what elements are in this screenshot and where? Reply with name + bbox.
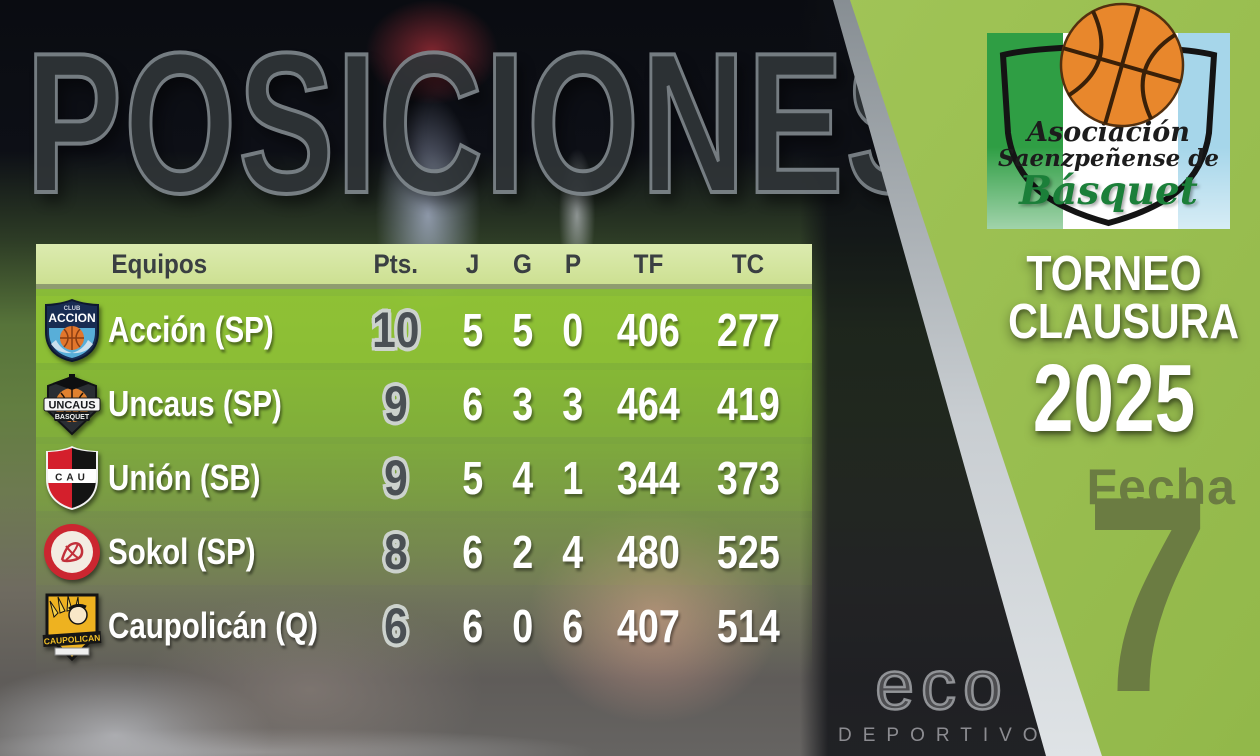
team-logo-sokol xyxy=(36,522,108,582)
header-tc: TC xyxy=(731,248,765,279)
team-played: 5 xyxy=(462,451,484,504)
team-logo-uncaus: UNCAUS BASQUET xyxy=(36,371,108,437)
team-won: 5 xyxy=(512,303,534,356)
team-won: 0 xyxy=(512,599,534,652)
team-name: Unión (SB) xyxy=(108,456,261,498)
team-logo-accion: CLUB ACCION xyxy=(36,298,108,362)
team-points-against: 277 xyxy=(716,303,780,356)
team-points: 9 xyxy=(344,375,448,433)
table-row-union: CAU Unión (SB) 9 5 4 1 344 373 xyxy=(36,444,812,511)
team-name: Acción (SP) xyxy=(108,308,274,350)
team-played: 6 xyxy=(462,377,484,430)
svg-text:ACCION: ACCION xyxy=(48,311,95,325)
team-points-against: 419 xyxy=(716,377,780,430)
svg-text:CAU: CAU xyxy=(55,472,89,483)
table-body: CLUB ACCION Acción (SP) 10 5 5 0 406 277 xyxy=(36,289,812,676)
team-name: Caupolicán (Q) xyxy=(108,604,318,646)
table-row-uncaus: UNCAUS BASQUET Uncaus (SP) 9 6 3 3 464 4… xyxy=(36,370,812,437)
watermark-deportivo-text: DEPORTIVO xyxy=(838,725,1049,746)
team-points-for: 464 xyxy=(616,377,680,430)
team-name: Uncaus (SP) xyxy=(108,382,282,424)
team-points: 6 xyxy=(344,597,448,655)
table-row-sokol: Sokol (SP) 8 6 2 4 480 525 xyxy=(36,518,812,585)
header-tf: TF xyxy=(633,248,663,279)
team-points-against: 373 xyxy=(716,451,780,504)
crest-text: Asociación Saenzpeñense de Básquet xyxy=(987,118,1230,215)
standings-table: Equipos Pts. J G P TF TC CLUB xyxy=(36,244,812,676)
basketball-icon xyxy=(1059,2,1185,128)
team-won: 3 xyxy=(512,377,534,430)
svg-text:BASQUET: BASQUET xyxy=(55,414,90,421)
team-played: 5 xyxy=(462,303,484,356)
svg-text:UNCAUS: UNCAUS xyxy=(48,399,95,411)
association-crest: Asociación Saenzpeñense de Básquet xyxy=(987,33,1230,229)
header-g: G xyxy=(513,248,533,279)
tournament-year: 2025 xyxy=(1032,345,1196,453)
team-won: 4 xyxy=(512,451,534,504)
team-points-for: 480 xyxy=(616,525,680,578)
svg-text:CLUB: CLUB xyxy=(64,306,81,312)
crest-line2: Saenzpeñense de xyxy=(997,145,1220,173)
fecha-label: Fecha xyxy=(1086,459,1236,515)
watermark-logo: eco DEPORTIVO xyxy=(838,646,1049,747)
header-equipos: Equipos xyxy=(111,248,208,279)
team-lost: 4 xyxy=(562,525,584,578)
team-points: 8 xyxy=(344,523,448,581)
team-points: 9 xyxy=(344,449,448,507)
header-p: P xyxy=(564,248,582,279)
team-points: 10 xyxy=(344,301,448,359)
watermark-eco-text: eco xyxy=(874,646,1009,724)
header-j: J xyxy=(466,248,480,279)
team-lost: 6 xyxy=(562,599,584,652)
page-title: POSICIONES xyxy=(25,12,944,235)
team-points-against: 514 xyxy=(716,599,780,652)
crest-fade-overlay xyxy=(987,146,1230,229)
team-played: 6 xyxy=(462,599,484,652)
table-header-row: Equipos Pts. J G P TF TC xyxy=(36,244,812,289)
tournament-title: TORNEO CLAUSURA 2025 xyxy=(988,247,1240,453)
header-pts: Pts. xyxy=(373,248,419,279)
crest-line3: Básquet xyxy=(1019,168,1198,215)
team-name: Sokol (SP) xyxy=(108,530,256,572)
team-points-for: 407 xyxy=(616,599,680,652)
team-logo-caupolican: CAUPOLICAN xyxy=(36,591,108,661)
table-row-caupolican: CAUPOLICAN Caupolicán (Q) 6 6 0 6 407 51… xyxy=(36,591,812,661)
team-won: 2 xyxy=(512,525,534,578)
team-lost: 3 xyxy=(562,377,584,430)
svg-text:CAUPOLICAN: CAUPOLICAN xyxy=(43,632,100,646)
team-points-for: 344 xyxy=(616,451,680,504)
tournament-line2: CLAUSURA xyxy=(1008,295,1240,350)
fecha-number: 7 xyxy=(1085,439,1210,751)
tournament-line1: TORNEO xyxy=(1026,247,1202,301)
team-points-against: 525 xyxy=(716,525,780,578)
team-lost: 1 xyxy=(562,451,584,504)
team-logo-union: CAU xyxy=(36,445,108,511)
team-played: 6 xyxy=(462,525,484,578)
team-lost: 0 xyxy=(562,303,584,356)
team-points-for: 406 xyxy=(616,303,680,356)
table-row-accion: CLUB ACCION Acción (SP) 10 5 5 0 406 277 xyxy=(36,296,812,363)
